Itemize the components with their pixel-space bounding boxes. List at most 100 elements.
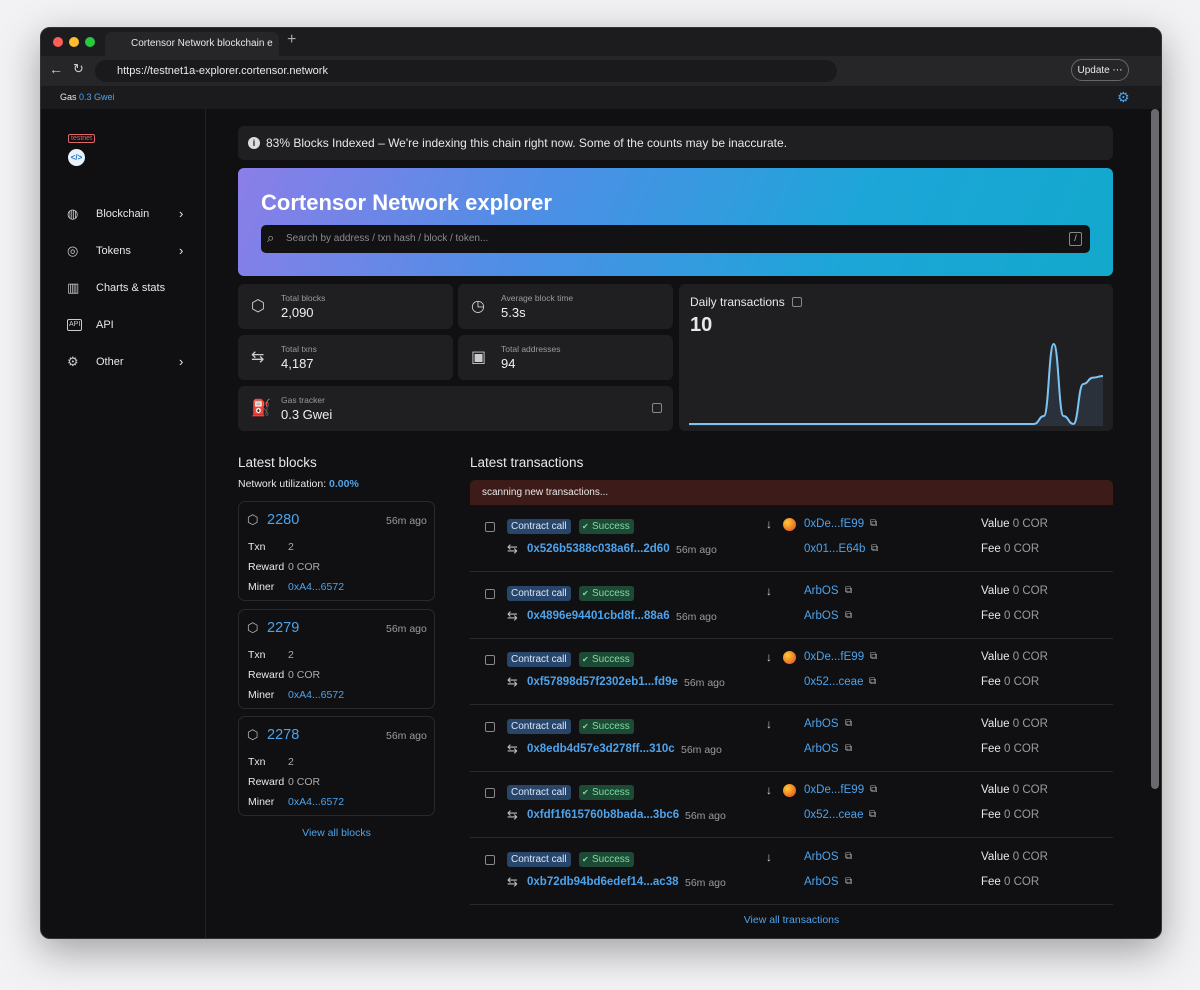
copy-icon[interactable]: ⧉ — [870, 651, 878, 663]
tab[interactable]: Cortensor Network blockchain e — [105, 32, 279, 56]
status-badge: Success ✔ — [579, 852, 634, 867]
from-address[interactable]: ArbOS — [804, 851, 839, 863]
nav-icon: ◎ — [67, 243, 79, 258]
from-address[interactable]: 0xDe...fE99 — [804, 518, 865, 530]
daily-card: Daily transactions 10 — [679, 284, 1113, 431]
minimize-button[interactable] — [69, 37, 79, 47]
tx-hash[interactable]: 0xb72db94bd6edef14...ac38 — [527, 876, 679, 888]
to-address[interactable]: ArbOS — [804, 742, 839, 755]
to-address[interactable]: 0x52...ceae — [804, 676, 864, 689]
from-address[interactable]: ArbOS — [804, 584, 839, 597]
type-badge: Contract call — [507, 718, 571, 734]
title-bar: Cortensor Network blockchain e + — [41, 28, 1161, 56]
status-badge: Success ✔ — [579, 785, 634, 801]
tx-age: 56m ago — [676, 610, 717, 623]
tx-hash[interactable]: 0x8edb4d57e3d278ff...310c — [527, 742, 675, 755]
status-icon: ✔ — [582, 855, 589, 864]
copy-icon[interactable]: ⧉ — [869, 809, 877, 821]
expand-icon[interactable] — [485, 855, 495, 865]
expand-icon[interactable] — [485, 522, 495, 532]
copy-icon[interactable]: ⧉ — [871, 543, 879, 554]
nav-item[interactable]: ◎ Tokens › — [67, 239, 187, 263]
to-address[interactable]: ArbOS — [804, 609, 839, 622]
to-address[interactable]: ArbOS — [804, 876, 839, 888]
tx-hash[interactable]: 0x4896e94401cbd8f...88a6 — [527, 609, 670, 622]
tx-age: 56m ago — [681, 743, 722, 756]
direction-arrow: ↓ — [766, 517, 772, 531]
nav-icon: ◍ — [67, 206, 79, 221]
copy-icon[interactable]: ⧉ — [869, 676, 877, 688]
expand-icon[interactable] — [485, 588, 495, 599]
expand-icon[interactable] — [485, 788, 495, 799]
copy-icon[interactable]: ⧉ — [845, 742, 853, 754]
block-number[interactable]: 2280 — [267, 512, 300, 528]
url-field[interactable]: https://testnet1a-explorer.cortensor.net… — [95, 60, 837, 82]
logo[interactable]: </> — [68, 149, 85, 166]
stat-icon: ⛽ — [251, 400, 271, 417]
nav-item[interactable]: ▥ Charts & stats — [67, 276, 187, 300]
block-number[interactable]: 2279 — [267, 619, 300, 636]
hero: Cortensor Network explorer ⌕ Search by add… — [238, 168, 1113, 276]
field-value: 0 COR — [288, 668, 321, 681]
stat-label: Gas tracker — [281, 395, 325, 405]
utilization: Network utilization: 0.00% — [238, 478, 359, 490]
to-address[interactable]: 0x01...E64b — [804, 543, 866, 555]
stat-card: ◷ Average block time 5.3s — [458, 284, 673, 329]
from-address[interactable]: 0xDe...fE99 — [804, 651, 865, 664]
copy-icon[interactable]: ⧉ — [845, 876, 853, 887]
sparkline — [689, 342, 1103, 426]
settings-button[interactable]: ⚙ — [1117, 89, 1130, 105]
field-value[interactable]: 0xA4...6572 — [288, 796, 345, 808]
new-tab-button[interactable]: + — [287, 31, 297, 48]
status-icon: ✔ — [582, 655, 589, 665]
field-label: Txn — [248, 541, 266, 553]
scrollbar[interactable] — [1151, 109, 1159, 789]
copy-icon[interactable]: ⧉ — [845, 584, 853, 596]
view-all-transactions[interactable]: View all transactions — [743, 914, 840, 926]
expand-icon[interactable] — [485, 721, 495, 732]
reload-button[interactable]: ↻ — [73, 61, 84, 76]
copy-icon[interactable]: ⧉ — [870, 518, 878, 529]
update-button[interactable]: Update ⋯ — [1071, 59, 1129, 81]
nav-item[interactable]: ⚙ Other › — [67, 350, 187, 374]
tx-fee: Fee 0 COR — [981, 543, 1039, 555]
field-value[interactable]: 0xA4...6572 — [288, 688, 345, 701]
copy-icon[interactable]: ⧉ — [845, 851, 853, 862]
tx-age: 56m ago — [685, 877, 726, 889]
nav-item[interactable]: API API — [67, 313, 187, 337]
notice: i 83% Blocks Indexed – We're indexing thi… — [238, 126, 1113, 160]
copy-icon[interactable]: ⧉ — [870, 784, 878, 796]
status-badge: Success ✔ — [579, 652, 634, 668]
fee-amount: 0 COR — [1004, 809, 1040, 822]
tx-row: Contract call Success ✔ ⇆ 0xfdf1f615760b8bad… — [470, 771, 1113, 839]
from-address[interactable]: 0xDe...fE99 — [804, 784, 865, 797]
type-badge: Contract call — [507, 519, 571, 534]
copy-icon[interactable]: ⧉ — [845, 609, 853, 621]
section-title: Latest blocks — [238, 455, 317, 470]
nav-item[interactable]: ◍ Blockchain › — [67, 202, 187, 226]
from-address[interactable]: ArbOS — [804, 717, 839, 730]
stat-label: Total txns — [281, 344, 317, 354]
block-card: ⬡ 2280 56m ago Txn 2 Reward 0 COR Miner 0xA4...6… — [238, 501, 435, 601]
search-box[interactable]: ⌕ Search by address / txn hash / block / … — [261, 225, 1090, 253]
value-amount: 0 COR — [1012, 851, 1048, 863]
zoom-button[interactable] — [85, 37, 95, 47]
field-value[interactable]: 0xA4...6572 — [288, 581, 345, 593]
copy-icon[interactable]: ⧉ — [845, 717, 853, 729]
tx-hash[interactable]: 0xf57898d57f2302eb1...fd9e — [527, 676, 678, 689]
stat-value: 2,090 — [281, 305, 314, 320]
close-button[interactable] — [53, 37, 63, 47]
tx-hash[interactable]: 0xfdf1f615760b8bada...3bc6 — [527, 809, 680, 822]
expand-icon[interactable] — [485, 655, 495, 666]
tx-hash[interactable]: 0x526b5388c038a6f...2d60 — [527, 543, 670, 555]
back-button[interactable]: ← — [49, 61, 63, 77]
block-number[interactable]: 2278 — [267, 727, 300, 743]
field-label: Reward — [248, 668, 285, 681]
to-address[interactable]: 0x52...ceae — [804, 809, 864, 822]
stat-card: ⇆ Total txns 4,187 — [238, 335, 453, 380]
value-amount: 0 COR — [1012, 584, 1048, 597]
value-label: Value — [981, 851, 1010, 863]
tx-value: Value 0 COR — [981, 518, 1048, 530]
view-all-blocks[interactable]: View all blocks — [302, 827, 371, 839]
block-age: 56m ago — [386, 730, 427, 742]
